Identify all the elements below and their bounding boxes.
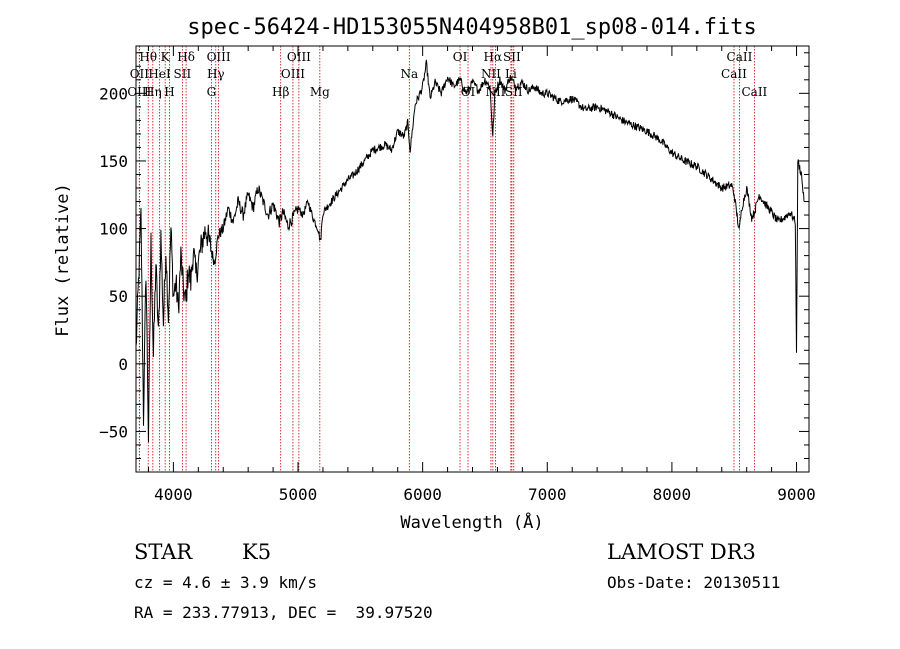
spectral-line-label-16: Na: [400, 67, 418, 81]
spectral-line-label-19: Hα: [484, 50, 503, 64]
spectral-line-label-14: Hβ: [272, 85, 289, 99]
x-axis-label: Wavelength (Å): [400, 511, 543, 533]
spectral-line-label-20: SII: [503, 50, 521, 64]
spectral-line-label-6: Hδ: [177, 50, 195, 64]
y-tick-label-200: 200: [99, 84, 128, 103]
spectral-line-label-9: OIII: [207, 50, 231, 64]
y-axis-ticks: −50 0 50 100 150 200: [99, 52, 809, 459]
spectral-lines: [138, 46, 755, 472]
spectral-line-label-7: SII: [174, 67, 192, 81]
spectral-line-label-0: Hθ: [139, 50, 157, 64]
observation-date: Obs-Date: 20130511: [607, 573, 781, 592]
x-tick-label-8000: 8000: [653, 485, 692, 504]
spectral-line-label-5: Hη: [144, 85, 162, 99]
spectral-line-label-8: H: [164, 85, 174, 99]
x-tick-label-6000: 6000: [403, 485, 442, 504]
plot-frame: [135, 45, 810, 473]
spectral-line-label-3: K: [161, 50, 171, 64]
x-tick-label-7000: 7000: [528, 485, 567, 504]
redshift-cz: cz = 4.6 ± 3.9 km/s: [134, 573, 318, 592]
spectral-line-label-12: OIII: [287, 50, 311, 64]
spectral-line-label-25: CaII: [727, 50, 753, 64]
y-tick-label-0: 0: [118, 355, 128, 374]
spectral-line-label-21: NII: [481, 67, 501, 81]
spectral-line-label-10: Hγ: [207, 67, 225, 81]
spectral-line-label-26: CaII: [721, 67, 747, 81]
spectral-line-label-13: OIII: [281, 67, 305, 81]
x-tick-label-9000: 9000: [777, 485, 816, 504]
spectral-line-label-17: OI: [453, 50, 468, 64]
y-tick-label-100: 100: [99, 220, 128, 239]
y-tick-label--50: −50: [99, 422, 128, 441]
x-axis-ticks: 4000 5000 6000 7000 8000 9000: [147, 46, 816, 504]
spectral-line-label-4: HeI: [148, 67, 171, 81]
spectral-line-label-11: G: [207, 85, 217, 99]
spectral-line-label-2: OIII: [127, 85, 151, 99]
spectral-line-label-15: Mg: [310, 85, 330, 99]
object-type: STAR: [134, 540, 193, 564]
y-axis-label: Flux (relative): [53, 183, 73, 337]
y-tick-label-150: 150: [99, 152, 128, 171]
object-subclass: K5: [242, 540, 272, 564]
x-tick-label-5000: 5000: [279, 485, 318, 504]
survey-name: LAMOST DR3: [607, 540, 756, 564]
spectral-line-label-22: Li: [505, 67, 517, 81]
coordinates: RA = 233.77913, DEC = 39.97520: [134, 603, 433, 622]
x-tick-label-4000: 4000: [154, 485, 193, 504]
spectral-line-label-1: OII: [130, 67, 150, 81]
spectral-line-label-27: CaII: [741, 85, 767, 99]
chart-title: spec-56424-HD153055N404958B01_sp08-014.f…: [187, 15, 757, 40]
spectrum-series: [135, 59, 805, 443]
y-tick-label-50: 50: [109, 287, 128, 306]
